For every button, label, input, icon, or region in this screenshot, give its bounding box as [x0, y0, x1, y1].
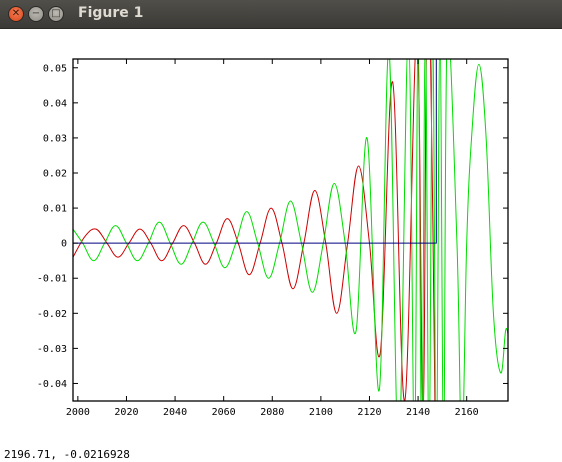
window-titlebar: ✕ − □ Figure 1 — [0, 0, 562, 29]
y-tick-label: 0.03 — [43, 133, 67, 144]
plot-canvas[interactable]: 2000 2020 2040 2060 2080 2100 2120 2140 2160 -0.0… — [0, 29, 562, 447]
series-layer — [73, 59, 508, 401]
y-tick-label: 0.01 — [43, 204, 67, 215]
x-tick-label: 2060 — [212, 407, 236, 418]
x-tick-label: 2080 — [260, 407, 284, 418]
y-tick-label: 0 — [61, 239, 67, 250]
y-tick-label: 0.04 — [43, 98, 67, 109]
close-icon[interactable]: ✕ — [8, 6, 24, 22]
x-tick-label: 2120 — [357, 407, 381, 418]
x-tick-label: 2140 — [406, 407, 430, 418]
series-green-line — [73, 59, 508, 401]
x-tick-label: 2020 — [114, 407, 138, 418]
plot-frame — [72, 58, 509, 402]
x-tick-label: 2160 — [455, 407, 479, 418]
y-tick-label: -0.04 — [37, 379, 67, 390]
y-tick-label: 0.05 — [43, 63, 67, 74]
y-tick-label: -0.03 — [37, 344, 67, 355]
minimize-icon[interactable]: − — [28, 6, 44, 22]
x-tick-label: 2100 — [309, 407, 333, 418]
x-tick-label: 2000 — [66, 407, 90, 418]
y-tick-label: -0.02 — [37, 309, 67, 320]
coordinate-readout: 2196.71, -0.0216928 — [4, 448, 130, 461]
y-tick-label: 0.02 — [43, 169, 67, 180]
window-title: Figure 1 — [78, 5, 144, 21]
series-blue-line — [73, 59, 437, 244]
y-tick-label: -0.01 — [37, 274, 67, 285]
maximize-icon[interactable]: □ — [48, 6, 64, 22]
x-tick-label: 2040 — [163, 407, 187, 418]
axes-layer: 2000 2020 2040 2060 2080 2100 2120 2140 2160 -0.0… — [37, 58, 509, 418]
